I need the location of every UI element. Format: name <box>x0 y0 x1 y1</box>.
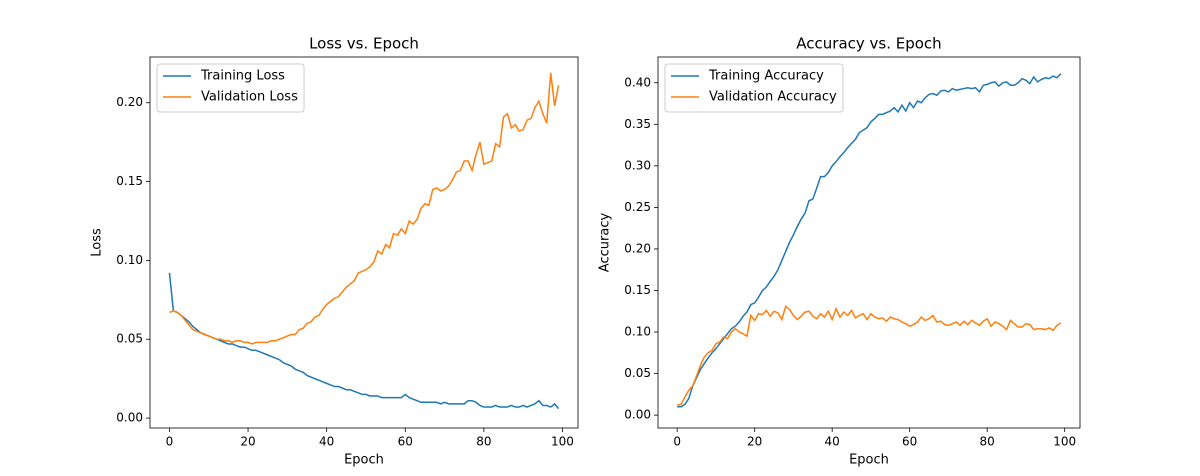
legend-text: Validation Accuracy <box>709 90 837 105</box>
y-tick-label: 0.15 <box>624 283 651 297</box>
y-tick-label: 0.10 <box>624 325 651 339</box>
x-tick-label: 40 <box>319 435 334 449</box>
y-tick-label: 0.00 <box>624 408 651 422</box>
y-axis-label: Accuracy <box>598 213 613 273</box>
y-tick-label: 0.40 <box>624 75 651 89</box>
x-tick-label: 40 <box>825 435 840 449</box>
y-tick-label: 0.05 <box>624 366 651 380</box>
chart: Loss vs. Epoch Epoch Loss 0 20 40 60 80 100 0.00 0… <box>90 35 579 468</box>
chart-title: Accuracy vs. Epoch <box>796 35 941 53</box>
x-tick-label: 100 <box>1053 435 1076 449</box>
y-tick-label: 0.35 <box>624 117 651 131</box>
x-tick-label: 0 <box>166 435 174 449</box>
plot-frame <box>657 56 1081 429</box>
chart: Accuracy vs. Epoch Epoch Accuracy 0 20 40 60 80… <box>598 35 1081 468</box>
plot-frame <box>149 56 579 429</box>
legend-frame <box>664 63 844 113</box>
legend-text: Training Accuracy <box>708 69 824 84</box>
y-tick-label: 0.10 <box>116 253 143 267</box>
data-line <box>677 73 1062 408</box>
chart-title: Loss vs. Epoch <box>309 35 419 53</box>
x-tick-label: 60 <box>398 435 413 449</box>
y-axis-label: Loss <box>90 228 105 257</box>
y-tick-label: 0.20 <box>624 241 651 255</box>
y-tick-label: 0.25 <box>624 200 651 214</box>
legend-text: Training Loss <box>200 69 285 84</box>
y-tick-label: 0.15 <box>116 174 143 188</box>
legend-text: Validation Loss <box>201 90 298 105</box>
legend: Training Accuracy Validation Accuracy <box>664 63 844 113</box>
x-tick-label: 60 <box>902 435 917 449</box>
data-line <box>677 304 1062 406</box>
legend: Training Loss Validation Loss <box>156 63 305 113</box>
y-tick-label: 0.05 <box>116 332 143 346</box>
x-tick-label: 80 <box>476 435 491 449</box>
x-axis-label: Epoch <box>344 453 384 468</box>
data-line <box>168 272 560 410</box>
x-tick-label: 20 <box>747 435 762 449</box>
x-axis-label: Epoch <box>849 453 889 468</box>
x-tick-label: 0 <box>673 435 681 449</box>
legend-frame <box>156 63 305 113</box>
y-tick-label: 0.00 <box>116 411 143 425</box>
x-tick-label: 80 <box>980 435 995 449</box>
y-tick-label: 0.30 <box>624 158 651 172</box>
x-tick-label: 100 <box>551 435 574 449</box>
data-line <box>169 72 560 345</box>
x-tick-label: 20 <box>240 435 255 449</box>
y-tick-label: 0.20 <box>116 95 143 109</box>
